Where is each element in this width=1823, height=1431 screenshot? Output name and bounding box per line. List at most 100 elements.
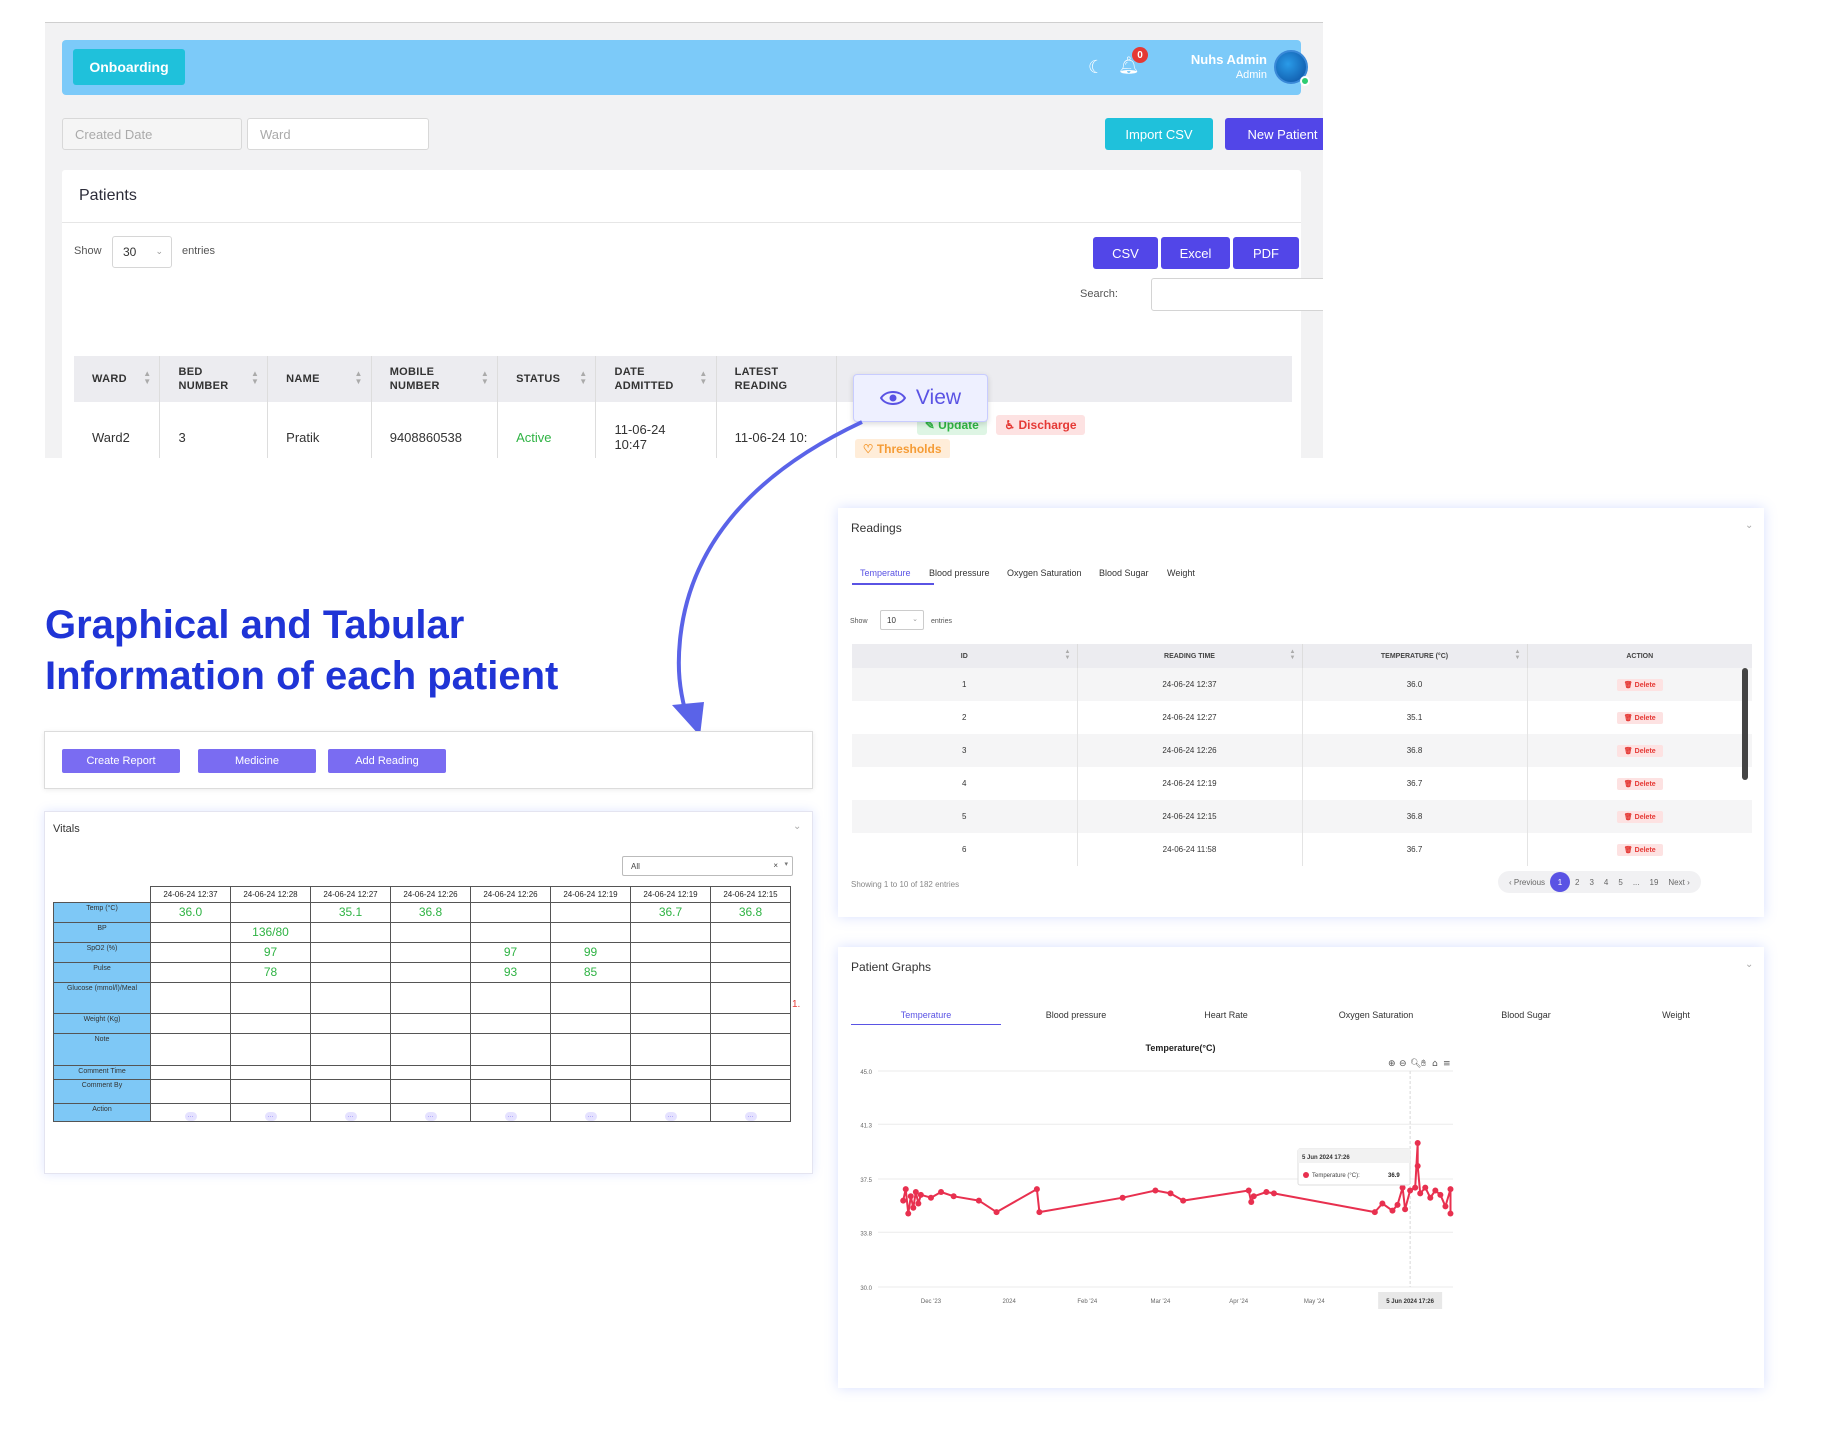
table-row[interactable]: Ward2 3 Pratik 9408860538 Active 11-06-2… [74, 402, 1292, 458]
data-point[interactable] [1417, 1190, 1424, 1197]
page-link[interactable]: ‹ Previous [1509, 877, 1546, 887]
data-point[interactable] [902, 1186, 909, 1193]
data-point[interactable] [1442, 1203, 1449, 1210]
page-link[interactable]: 3 [1589, 877, 1594, 887]
page-link[interactable]: Next › [1668, 877, 1690, 887]
zoom-select-icon[interactable]: 🔍︎ [1410, 1058, 1421, 1069]
data-point[interactable] [1167, 1190, 1174, 1197]
ward-input[interactable]: Ward [247, 118, 429, 150]
column-header[interactable]: WARD ▲ ▼ [74, 356, 161, 402]
data-point[interactable] [900, 1197, 907, 1204]
column-header[interactable]: READING TIME ▲ ▼ [1077, 644, 1303, 668]
delete-button[interactable]: 🗑︎ Delete [1616, 843, 1663, 856]
delete-button[interactable]: 🗑︎ Delete [1616, 711, 1663, 724]
pan-icon[interactable]: ✋︎ [1421, 1059, 1426, 1069]
search-input[interactable] [1151, 278, 1323, 311]
chevron-down-icon[interactable]: ⌄ [1745, 520, 1754, 531]
comment-icon[interactable]: … [584, 1112, 597, 1121]
entries-select[interactable]: 30 ⌄ [112, 236, 172, 268]
medicine-button[interactable]: Medicine [198, 749, 316, 773]
data-point[interactable] [1371, 1209, 1378, 1216]
sort-icon[interactable]: ▲ ▼ [250, 369, 260, 386]
data-point[interactable] [1033, 1186, 1040, 1193]
add-reading-button[interactable]: Add Reading [328, 749, 446, 773]
data-point[interactable] [1447, 1186, 1454, 1193]
tab-blood-pressure[interactable]: Blood pressure [929, 568, 990, 578]
tab-oxygen-saturation[interactable]: Oxygen Saturation [1007, 568, 1082, 578]
data-point[interactable] [1432, 1187, 1439, 1194]
data-point[interactable] [1427, 1194, 1434, 1201]
discharge-button[interactable]: ♿︎ Discharge [996, 415, 1085, 435]
comment-icon[interactable]: … [664, 1112, 677, 1121]
data-point[interactable] [1263, 1188, 1270, 1195]
data-point[interactable] [1389, 1207, 1396, 1214]
home-icon[interactable]: ⌂ [1432, 1059, 1438, 1069]
comment-icon[interactable]: … [504, 1112, 517, 1121]
data-point[interactable] [1437, 1191, 1444, 1198]
delete-button[interactable]: 🗑︎ Delete [1616, 744, 1663, 757]
data-point[interactable] [1394, 1201, 1401, 1208]
page-link[interactable]: 1 [1550, 872, 1571, 892]
menu-icon[interactable]: ≡ [1443, 1059, 1451, 1069]
export-excel-button[interactable]: Excel [1161, 237, 1230, 269]
sort-icon[interactable]: ▲ ▼ [1289, 649, 1296, 661]
delete-button[interactable]: 🗑︎ Delete [1616, 678, 1663, 691]
clear-icon[interactable]: × [773, 861, 778, 870]
data-point[interactable] [1399, 1184, 1406, 1191]
page-link[interactable]: 5 [1618, 877, 1623, 887]
comment-icon[interactable]: … [424, 1112, 437, 1121]
sort-icon[interactable]: ▲ ▼ [480, 369, 490, 386]
data-point[interactable] [1248, 1199, 1255, 1206]
column-header[interactable]: BED NUMBER ▲ ▼ [159, 356, 269, 402]
tab-weight[interactable]: Weight [1662, 1010, 1690, 1020]
column-header[interactable]: ID ▲ ▼ [852, 644, 1078, 668]
avatar[interactable] [1274, 50, 1308, 84]
comment-icon[interactable]: … [344, 1112, 357, 1121]
data-point[interactable] [1119, 1194, 1126, 1201]
comment-icon[interactable]: … [264, 1112, 277, 1121]
page-link[interactable]: 2 [1575, 877, 1580, 887]
sort-icon[interactable]: ▲ ▼ [1064, 649, 1071, 661]
data-point[interactable] [975, 1197, 982, 1204]
tab-temperature[interactable]: Temperature [900, 1010, 952, 1020]
comment-icon[interactable]: … [744, 1112, 757, 1121]
data-point[interactable] [905, 1210, 912, 1217]
column-header[interactable]: NAME ▲ ▼ [267, 356, 372, 402]
data-point[interactable] [1245, 1187, 1252, 1194]
sort-icon[interactable]: ▲ ▼ [354, 369, 363, 386]
column-header[interactable]: ACTION [1527, 644, 1752, 668]
tab-blood-sugar[interactable]: Blood Sugar [1099, 568, 1149, 578]
data-point[interactable] [938, 1188, 945, 1195]
data-point[interactable] [1250, 1193, 1257, 1200]
column-header[interactable]: MOBILE NUMBER ▲ ▼ [371, 356, 499, 402]
entries-select[interactable]: 10 ⌄ [880, 610, 924, 630]
data-point[interactable] [912, 1188, 919, 1195]
data-point[interactable] [910, 1204, 917, 1211]
data-point[interactable] [1447, 1210, 1454, 1217]
thresholds-button[interactable]: ♡ Thresholds [854, 439, 950, 458]
tab-blood-sugar[interactable]: Blood Sugar [1501, 1010, 1551, 1020]
created-date-input[interactable]: Created Date [62, 118, 242, 150]
data-point[interactable] [1412, 1184, 1419, 1191]
sort-icon[interactable]: ▲ ▼ [579, 369, 588, 386]
export-csv-button[interactable]: CSV [1093, 237, 1158, 269]
data-point[interactable] [1414, 1140, 1421, 1146]
onboarding-button[interactable]: Onboarding [73, 49, 185, 85]
data-point[interactable] [1414, 1163, 1421, 1170]
comment-icon[interactable]: … [184, 1112, 197, 1121]
data-point[interactable] [950, 1193, 957, 1200]
data-point[interactable] [1402, 1206, 1409, 1213]
tab-temperature[interactable]: Temperature [860, 568, 911, 578]
scrollbar[interactable] [1742, 668, 1748, 780]
chevron-down-icon[interactable]: ⌄ [793, 821, 802, 832]
view-button-callout[interactable]: View [853, 374, 988, 422]
new-patient-button[interactable]: New Patient [1225, 118, 1323, 150]
data-point[interactable] [993, 1209, 1000, 1216]
data-point[interactable] [907, 1193, 914, 1200]
zoom-out-icon[interactable]: ⊖ [1399, 1059, 1407, 1069]
zoom-in-icon[interactable]: ⊕ [1388, 1059, 1396, 1069]
tab-heart-rate[interactable]: Heart Rate [1204, 1010, 1248, 1020]
data-point[interactable] [1180, 1197, 1187, 1204]
column-header[interactable]: LATEST READING [716, 356, 837, 402]
delete-button[interactable]: 🗑︎ Delete [1616, 810, 1663, 823]
